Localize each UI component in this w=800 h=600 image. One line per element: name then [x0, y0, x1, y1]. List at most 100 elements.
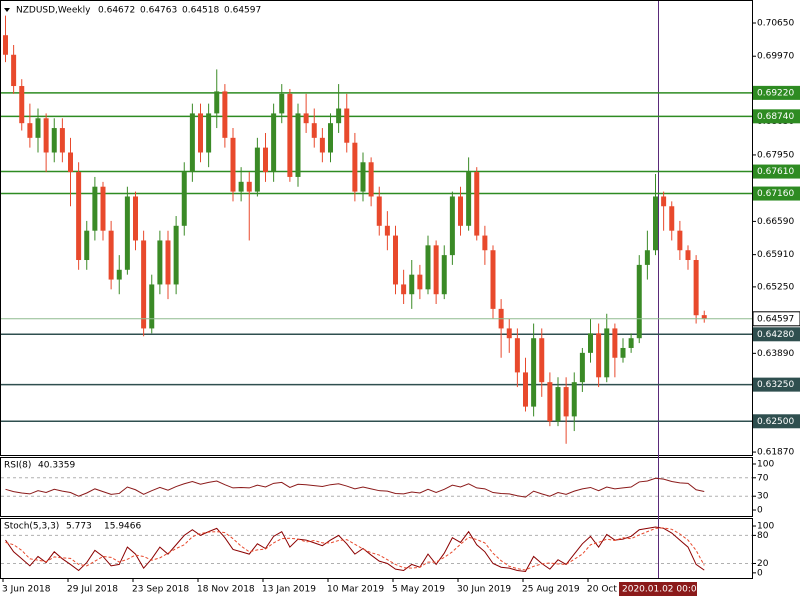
candle-body: [474, 172, 480, 236]
candle-body: [612, 328, 618, 358]
candle-body: [76, 172, 82, 261]
crosshair-label-box: [619, 582, 697, 596]
header-high: 0.64763: [140, 6, 177, 16]
candle-body: [287, 93, 293, 177]
candle-body: [555, 387, 561, 422]
candle-body: [43, 118, 49, 153]
candle-body: [636, 264, 642, 339]
candle-body: [92, 186, 98, 231]
header-open: 0.64672: [98, 6, 135, 16]
level-label: 0.63250: [757, 380, 794, 390]
level-label-box: [753, 109, 800, 124]
candle-body: [401, 284, 407, 295]
level-label: 0.62500: [757, 417, 794, 427]
candle-body: [181, 172, 187, 226]
chart-title: NZDUSD,Weekly: [16, 6, 91, 16]
candle-body: [100, 186, 106, 231]
candle-body: [669, 206, 675, 231]
candle-body: [360, 162, 366, 192]
candle-body: [701, 315, 707, 319]
level-label-box: [753, 85, 800, 100]
candle-body: [279, 93, 285, 114]
candle-body: [441, 255, 447, 295]
candle-body: [108, 230, 114, 280]
x-tick-label: 29 Jul 2018: [67, 585, 118, 595]
crosshair-label: 2020.01.02 00:00: [622, 585, 703, 595]
y-tick-label: 0.65910: [757, 250, 794, 260]
candle-body: [596, 333, 602, 378]
level-label: 0.68740: [757, 112, 794, 122]
stoch-panel: [0, 518, 753, 579]
indicator-line: [5, 526, 705, 572]
x-tick-label: 3 Jun 2018: [2, 585, 51, 595]
candle-body: [628, 338, 634, 348]
y-tick-label: 0.61870: [757, 448, 794, 458]
candle-body: [661, 196, 667, 207]
candle-body: [368, 162, 374, 197]
x-tick-label: 25 Aug 2019: [522, 585, 580, 595]
candle-body: [653, 196, 658, 251]
candle-body: [644, 250, 650, 265]
indicator-line: [5, 477, 705, 498]
level-label: 0.67610: [757, 167, 794, 177]
candle-body: [116, 269, 122, 280]
y-tick-label: 100: [757, 522, 774, 532]
candle-body: [19, 86, 25, 124]
candle-body: [571, 382, 577, 417]
y-tick-label: 100: [757, 459, 774, 469]
candle-body: [336, 108, 342, 124]
candle-body: [319, 137, 325, 153]
y-tick-label: 0: [757, 506, 763, 516]
y-tick-label: 0.65250: [757, 282, 794, 292]
level-label-box: [753, 164, 800, 179]
y-tick-label: 80: [757, 531, 769, 541]
current-price-label: 0.64597: [757, 314, 794, 324]
candle-body: [238, 181, 244, 192]
y-tick-label: 0.63890: [757, 349, 794, 359]
rsi-panel: [0, 457, 753, 517]
candle-body: [344, 108, 350, 143]
x-tick-label: 5 May 2019: [392, 585, 445, 595]
candle-body: [222, 91, 228, 138]
y-tick-label: 70: [757, 473, 769, 483]
candle-body: [393, 235, 398, 285]
candle-body: [271, 113, 277, 173]
x-tick-label: 20 Oct 2019: [587, 585, 643, 595]
y-tick-label: 20: [757, 559, 769, 569]
candle-body: [685, 250, 691, 261]
candle-body: [3, 35, 8, 55]
candle-body: [68, 152, 73, 173]
x-tick-label: 23 Sep 2018: [132, 585, 189, 595]
candle-body: [51, 128, 57, 153]
level-label-box: [753, 414, 800, 429]
candle-body: [506, 328, 512, 339]
y-tick-label: 0.67950: [757, 150, 794, 160]
candle-body: [230, 137, 236, 192]
candle-body: [214, 91, 220, 114]
candle-body: [482, 235, 488, 251]
level-label: 0.69220: [757, 88, 794, 98]
candle-body: [588, 333, 593, 353]
level-label: 0.64280: [757, 330, 794, 340]
candle-body: [263, 147, 268, 173]
candle-body: [579, 352, 585, 383]
candle-body: [157, 240, 163, 285]
candle-body: [458, 196, 463, 226]
candle-body: [514, 338, 520, 373]
indicator-line: [5, 527, 705, 571]
candle-body: [604, 328, 610, 378]
candle-body: [523, 372, 528, 407]
candle-body: [133, 196, 138, 241]
y-tick-label: 0.69970: [757, 52, 794, 62]
level-label-box: [753, 186, 800, 201]
stoch-main-value: 5.773: [66, 522, 92, 532]
candle-body: [531, 338, 537, 407]
main-panel: [0, 0, 753, 456]
y-tick-label: 0.70650: [757, 18, 794, 28]
candle-body: [165, 240, 171, 285]
candle-body: [563, 387, 569, 417]
x-tick-label: 13 Jan 2019: [262, 585, 316, 595]
candle-body: [677, 230, 683, 251]
